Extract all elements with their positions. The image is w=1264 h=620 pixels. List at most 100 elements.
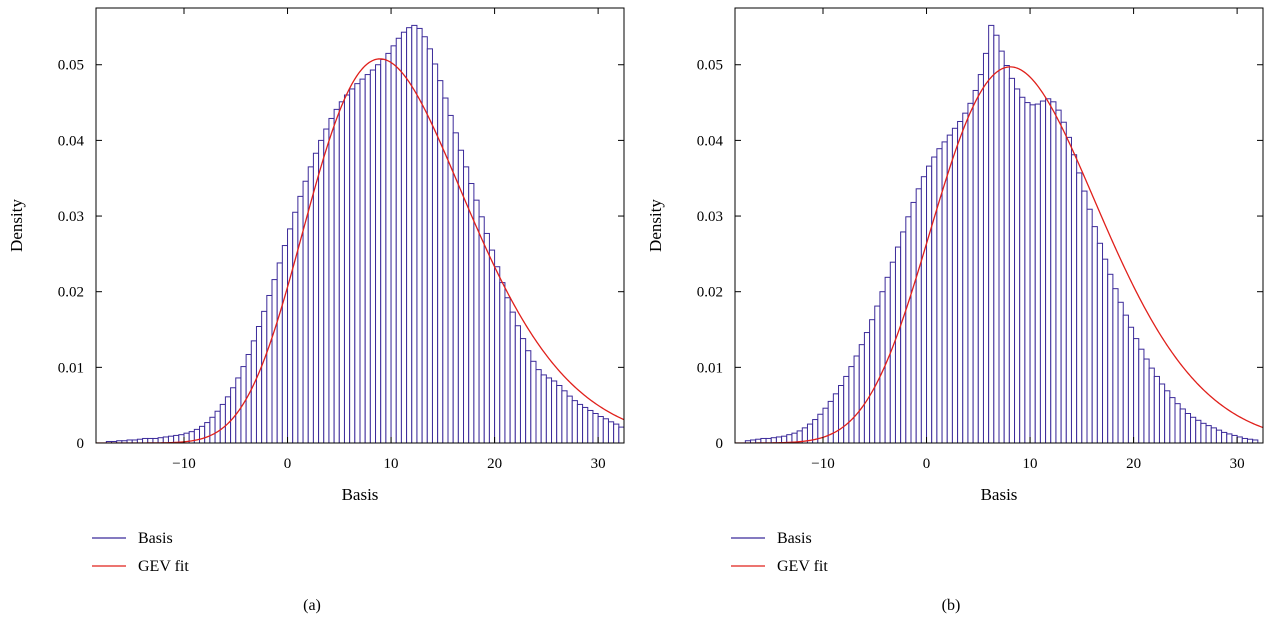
y-tick-label: 0 bbox=[77, 436, 85, 452]
histogram-bar bbox=[1091, 226, 1098, 443]
histogram-bar bbox=[359, 78, 366, 443]
histogram-bar bbox=[468, 183, 475, 443]
histogram-bar bbox=[1003, 65, 1010, 443]
histogram-bar bbox=[1184, 413, 1192, 443]
histogram-bar bbox=[977, 74, 984, 443]
histogram-bar bbox=[566, 395, 573, 443]
histogram-bar bbox=[993, 34, 1000, 443]
histogram-bar bbox=[926, 165, 933, 443]
histogram-bar bbox=[832, 393, 840, 443]
legend: Basis GEV fit bbox=[92, 530, 189, 575]
histogram-bar bbox=[426, 48, 433, 443]
histogram-bar bbox=[1241, 437, 1248, 443]
x-tick-label: 20 bbox=[487, 456, 502, 472]
histogram-bar bbox=[1174, 403, 1181, 443]
histogram-bar bbox=[525, 350, 532, 443]
histogram-bar bbox=[613, 423, 620, 443]
histogram-bar bbox=[406, 27, 413, 443]
legend-label: GEV fit bbox=[777, 558, 828, 575]
legend: Basis GEV fit bbox=[731, 530, 828, 575]
histogram-bar bbox=[1096, 242, 1104, 443]
histogram-bar bbox=[193, 428, 201, 443]
histogram-bar bbox=[199, 425, 206, 443]
histogram-bar bbox=[369, 69, 377, 443]
histogram-bar bbox=[437, 80, 444, 443]
histogram-bar bbox=[240, 366, 247, 443]
histogram-bar bbox=[338, 101, 345, 443]
y-tick-label: 0.03 bbox=[58, 209, 84, 225]
histogram-bar bbox=[1112, 288, 1119, 443]
histogram-bar bbox=[400, 31, 408, 443]
histogram-bar bbox=[957, 120, 964, 443]
histogram-bar bbox=[540, 374, 547, 443]
histogram-bar bbox=[822, 407, 829, 443]
histogram-bar bbox=[827, 400, 834, 443]
histogram-bar bbox=[519, 338, 527, 443]
histogram-bar bbox=[431, 63, 439, 443]
histogram-bar bbox=[219, 403, 226, 443]
histogram-bar bbox=[281, 245, 289, 443]
histogram-bar bbox=[967, 102, 974, 443]
histogram-bars bbox=[744, 24, 1259, 443]
histogram-bar bbox=[214, 410, 221, 443]
histogram-bar bbox=[561, 390, 568, 443]
histogram-bar bbox=[863, 332, 871, 443]
y-tick-label: 0.05 bbox=[697, 58, 723, 74]
legend-label: Basis bbox=[138, 530, 173, 547]
histogram-bar bbox=[224, 396, 232, 443]
histogram-bar bbox=[1231, 434, 1238, 443]
histogram-bar bbox=[1019, 96, 1026, 443]
histogram-bar bbox=[333, 108, 340, 443]
y-axis-label: Density bbox=[646, 199, 665, 252]
histogram-bar bbox=[838, 385, 845, 443]
histogram-bar bbox=[287, 228, 294, 443]
histogram-bar bbox=[1179, 408, 1186, 443]
histogram-bar bbox=[556, 385, 563, 443]
x-axis-label: Basis bbox=[342, 485, 379, 504]
histogram-bars bbox=[105, 24, 624, 443]
histogram-bar bbox=[504, 297, 511, 443]
x-tick-label: 0 bbox=[923, 456, 931, 472]
histogram-bar bbox=[328, 117, 335, 443]
histogram-bar bbox=[1081, 190, 1088, 443]
histogram-bar bbox=[250, 340, 257, 443]
histogram-bar bbox=[900, 231, 907, 443]
histogram-bar bbox=[1158, 383, 1166, 443]
histogram-bar bbox=[972, 89, 979, 443]
histogram-bar bbox=[364, 74, 371, 443]
y-tick-label: 0.01 bbox=[58, 360, 84, 376]
chart-panel-a: −10 0 10 20 30 0 0.01 0.02 0.03 0.04 0.05 Basis Dens… bbox=[7, 7, 625, 614]
histogram-bar bbox=[1138, 348, 1145, 443]
x-tick-label: 20 bbox=[1126, 456, 1141, 472]
histogram-bar bbox=[1024, 102, 1031, 443]
y-tick-label: 0.03 bbox=[697, 209, 723, 225]
histogram-bar bbox=[1169, 397, 1176, 443]
histogram-bar bbox=[592, 413, 599, 443]
histogram-bar bbox=[1226, 433, 1233, 443]
histogram-bar bbox=[1205, 425, 1212, 443]
histogram-bar bbox=[1143, 358, 1150, 443]
histogram-bar bbox=[1107, 273, 1114, 443]
histogram-bar bbox=[998, 50, 1005, 443]
histogram-bar bbox=[380, 58, 387, 443]
histogram-bar bbox=[535, 369, 542, 443]
histogram-bar bbox=[1117, 301, 1124, 443]
histogram-bar bbox=[385, 52, 392, 443]
histogram-bar bbox=[276, 262, 283, 443]
histogram-bar bbox=[848, 366, 855, 443]
histogram-bar bbox=[209, 416, 216, 443]
histogram-bar bbox=[545, 377, 553, 443]
histogram-bar bbox=[323, 128, 330, 443]
histogram-bar bbox=[1055, 109, 1062, 443]
histogram-bar bbox=[869, 319, 876, 443]
histogram-bar bbox=[951, 127, 959, 443]
histogram-bar bbox=[499, 282, 506, 443]
histogram-bar bbox=[874, 305, 881, 443]
histogram-bar bbox=[1200, 422, 1207, 443]
histogram-bar bbox=[318, 139, 325, 443]
histogram-bar bbox=[312, 152, 320, 443]
y-axis-label: Density bbox=[7, 199, 26, 252]
histogram-bar bbox=[1045, 98, 1052, 443]
histogram-bar bbox=[1210, 427, 1217, 443]
